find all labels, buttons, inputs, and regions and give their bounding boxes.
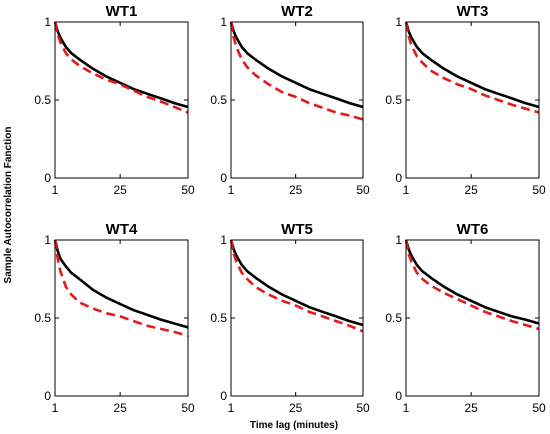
y-tick-label: 1 bbox=[44, 15, 51, 29]
y-tick-label: 1 bbox=[395, 233, 402, 247]
x-tick-label: 50 bbox=[532, 401, 546, 415]
series-line-dashed bbox=[404, 21, 540, 114]
y-tick-label: 0.5 bbox=[210, 93, 227, 107]
y-tick-label: 1 bbox=[44, 233, 51, 247]
panel-title: WT4 bbox=[106, 221, 138, 238]
x-tick-label: 50 bbox=[356, 183, 370, 197]
x-axis-label: Time lag (minutes) bbox=[250, 420, 338, 431]
panel-wt1: WT1 0 0.5 1 1 25 50 bbox=[34, 3, 195, 197]
x-tick-label: 25 bbox=[289, 401, 303, 415]
y-tick-label: 0.5 bbox=[34, 93, 51, 107]
x-tick-label: 1 bbox=[52, 401, 59, 415]
x-tick-label: 25 bbox=[113, 401, 127, 415]
series-line-dashed bbox=[229, 239, 364, 333]
y-tick-label: 1 bbox=[220, 233, 227, 247]
y-tick-label: 0 bbox=[220, 389, 227, 403]
panel-wt2: WT2 0 0.5 1 1 25 50 bbox=[210, 3, 370, 197]
series-line-solid bbox=[53, 239, 189, 329]
panel-title: WT2 bbox=[281, 3, 313, 20]
x-tick-label: 25 bbox=[113, 183, 127, 197]
series-line-dashed bbox=[404, 239, 540, 331]
series-line-solid bbox=[404, 239, 540, 325]
y-tick-label: 0.5 bbox=[385, 93, 402, 107]
y-tick-label: 0 bbox=[395, 171, 402, 185]
y-tick-label: 0 bbox=[44, 389, 51, 403]
panel-title: WT3 bbox=[457, 3, 489, 20]
panel-title: WT6 bbox=[457, 221, 489, 238]
y-tick-label: 1 bbox=[220, 15, 227, 29]
panel-title: WT5 bbox=[281, 221, 313, 238]
panel-wt5: WT5 0 0.5 1 1 25 50 bbox=[210, 221, 370, 415]
x-tick-label: 25 bbox=[464, 401, 478, 415]
panel-wt4: WT4 0 0.5 1 1 25 50 bbox=[34, 221, 195, 415]
x-tick-label: 25 bbox=[289, 183, 303, 197]
series-line-solid bbox=[229, 21, 364, 109]
x-tick-label: 1 bbox=[403, 401, 410, 415]
y-tick-label: 0 bbox=[44, 171, 51, 185]
x-tick-label: 1 bbox=[52, 183, 59, 197]
y-axis-label: Sample Autocorrelation Fanction bbox=[3, 127, 14, 284]
y-tick-label: 0.5 bbox=[385, 311, 402, 325]
series-line-dashed bbox=[53, 239, 189, 338]
panel-title: WT1 bbox=[106, 3, 138, 20]
x-tick-label: 1 bbox=[228, 401, 235, 415]
x-tick-label: 50 bbox=[356, 401, 370, 415]
y-tick-label: 1 bbox=[395, 15, 402, 29]
panel-wt6: WT6 0 0.5 1 1 25 50 bbox=[385, 221, 546, 415]
panel-wt3: WT3 0 0.5 1 1 25 50 bbox=[385, 3, 546, 197]
series-line-dashed bbox=[229, 21, 364, 121]
series-line-solid bbox=[229, 239, 364, 327]
series-line-solid bbox=[404, 21, 540, 109]
x-tick-label: 1 bbox=[228, 183, 235, 197]
x-tick-label: 50 bbox=[181, 401, 195, 415]
x-tick-label: 1 bbox=[403, 183, 410, 197]
x-tick-label: 50 bbox=[532, 183, 546, 197]
y-tick-label: 0 bbox=[220, 171, 227, 185]
x-tick-label: 50 bbox=[181, 183, 195, 197]
series-line-dashed bbox=[53, 21, 189, 114]
series-line-solid bbox=[53, 21, 189, 109]
y-tick-label: 0 bbox=[395, 389, 402, 403]
y-tick-label: 0.5 bbox=[34, 311, 51, 325]
x-tick-label: 25 bbox=[464, 183, 478, 197]
y-tick-label: 0.5 bbox=[210, 311, 227, 325]
